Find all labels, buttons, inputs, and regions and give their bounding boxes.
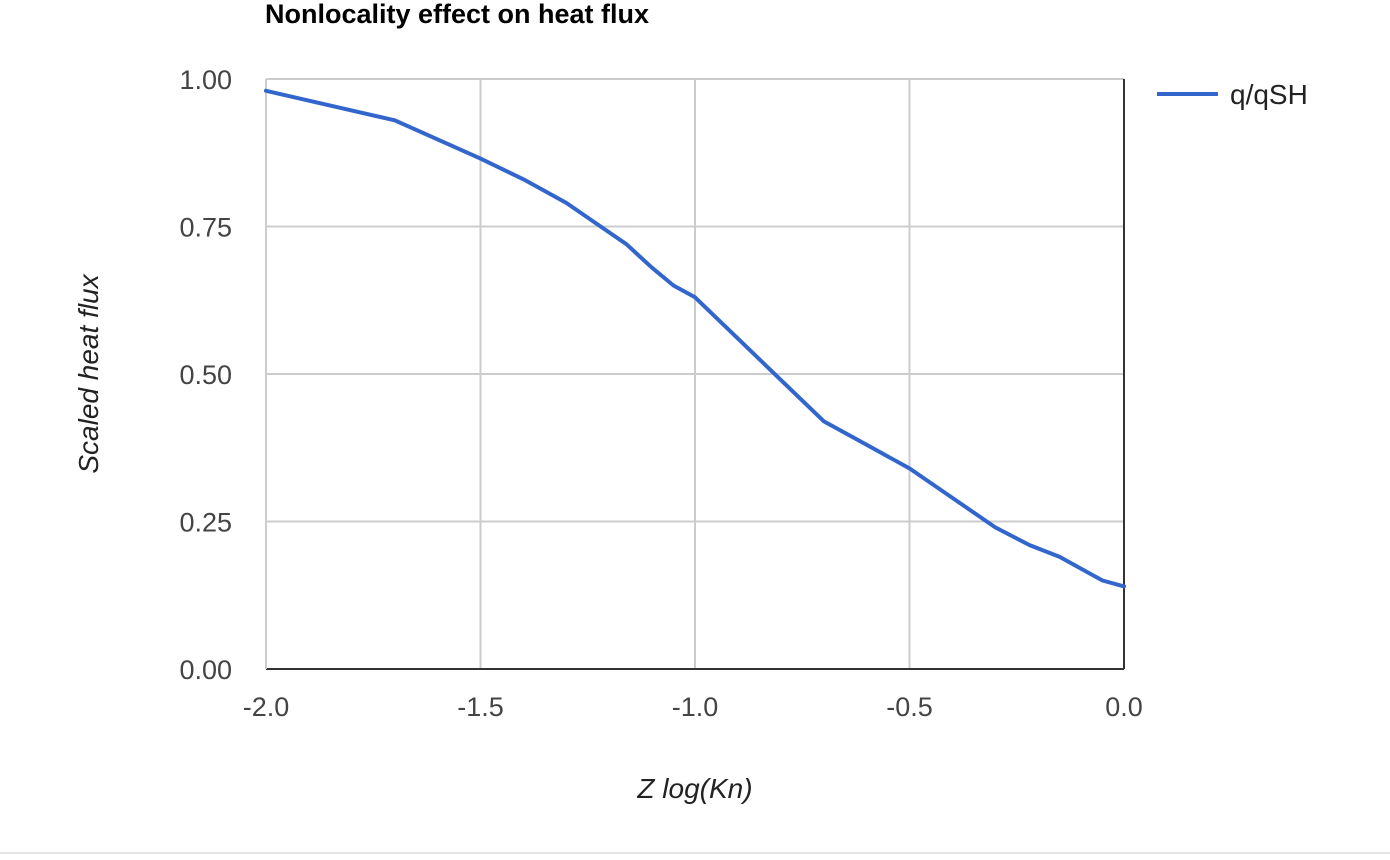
legend-label: q/qSH — [1230, 79, 1308, 110]
bottom-divider — [0, 852, 1390, 854]
x-axis-title: Z log(Kn) — [636, 773, 752, 804]
series-layer — [264, 88, 1126, 589]
y-tick-label: 0.75 — [179, 213, 232, 243]
series-line-q-qsh[interactable] — [264, 88, 1126, 589]
x-tick-label: -1.0 — [672, 692, 719, 722]
x-tick-label: 0.0 — [1105, 692, 1143, 722]
x-tick-labels: -2.0 -1.5 -1.0 -0.5 0.0 — [243, 692, 1143, 722]
y-tick-label: 1.00 — [179, 65, 232, 95]
grid-layer — [266, 78, 1124, 669]
x-tick-label: -0.5 — [886, 692, 933, 722]
chart-title: Nonlocality effect on heat flux — [265, 0, 649, 29]
x-tick-label: -1.5 — [457, 692, 504, 722]
legend[interactable]: q/qSH — [1157, 79, 1308, 110]
y-axis-title: Scaled heat flux — [73, 273, 104, 473]
axis-layer — [265, 78, 1125, 670]
y-tick-labels: 0.00 0.25 0.50 0.75 1.00 — [179, 65, 232, 685]
y-tick-label: 0.25 — [179, 508, 232, 538]
y-tick-label: 0.50 — [179, 360, 232, 390]
y-tick-label: 0.00 — [179, 655, 232, 685]
x-tick-label: -2.0 — [243, 692, 290, 722]
